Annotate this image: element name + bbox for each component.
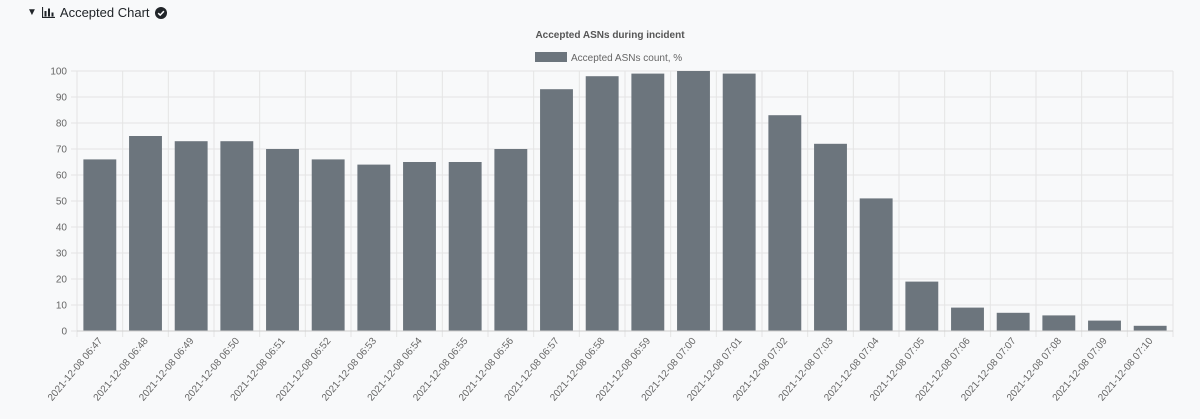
y-tick-label: 60 <box>56 171 68 182</box>
bar <box>951 307 984 331</box>
bar <box>905 281 939 331</box>
bar <box>448 162 482 331</box>
bar <box>722 73 756 331</box>
chart-title: Accepted ASNs during incident <box>535 30 685 41</box>
bar <box>266 149 299 331</box>
y-tick-label: 50 <box>56 197 68 208</box>
bar <box>1088 320 1121 331</box>
bar <box>859 198 893 331</box>
bar <box>403 162 436 331</box>
bar <box>1042 315 1076 331</box>
bar <box>677 71 710 331</box>
y-tick-label: 20 <box>56 275 68 286</box>
collapse-caret-icon[interactable]: ▼ <box>27 7 37 18</box>
section-title: Accepted Chart <box>59 5 150 20</box>
check-circle-icon <box>154 6 167 19</box>
y-tick-label: 30 <box>56 249 68 260</box>
bar <box>814 143 847 331</box>
y-tick-label: 90 <box>56 93 68 104</box>
bar <box>540 89 573 331</box>
chart-legend[interactable]: Accepted ASNs count, % <box>535 52 682 64</box>
bar <box>357 164 391 331</box>
bar-chart-icon <box>41 7 55 18</box>
bar <box>311 159 345 331</box>
bar <box>585 76 619 331</box>
y-tick-label: 70 <box>56 145 68 156</box>
bar <box>1133 325 1167 331</box>
y-tick-label: 10 <box>56 301 68 312</box>
bar <box>220 141 254 331</box>
y-tick-label: 100 <box>50 67 67 78</box>
y-tick-label: 0 <box>61 327 67 338</box>
bars <box>83 71 1167 331</box>
y-tick-label: 40 <box>56 223 68 234</box>
bar <box>129 136 162 331</box>
bar <box>631 73 665 331</box>
bar <box>494 149 528 331</box>
section-header[interactable]: ▼ Accepted Chart <box>27 5 167 20</box>
grid-lines <box>71 70 1174 337</box>
y-axis: 0 10 20 30 40 50 60 70 80 90 100 <box>50 67 67 338</box>
legend-label: Accepted ASNs count, % <box>571 53 682 64</box>
bar <box>768 115 802 331</box>
bar <box>174 141 208 331</box>
legend-swatch <box>535 52 567 62</box>
bar <box>996 312 1030 331</box>
bar <box>83 159 117 331</box>
y-tick-label: 80 <box>56 119 68 130</box>
